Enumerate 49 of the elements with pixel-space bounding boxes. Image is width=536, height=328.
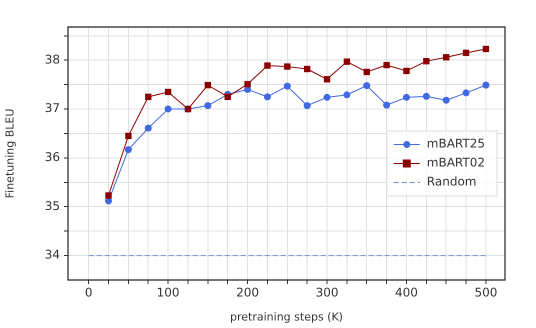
point: [144, 124, 152, 132]
point: [164, 106, 172, 113]
y-tick-label: 36: [44, 150, 60, 164]
point: [224, 94, 231, 100]
point: [324, 76, 330, 82]
point: [344, 58, 350, 65]
legend-label: mBART02: [426, 156, 486, 170]
point: [284, 63, 290, 70]
y-tick-label: 34: [44, 248, 60, 262]
point: [402, 94, 410, 101]
point: [204, 82, 212, 88]
legend-label: Random: [426, 174, 476, 189]
point: [343, 91, 350, 98]
x-tick-label: 200: [236, 285, 260, 300]
point: [125, 132, 132, 140]
x-tick-label: 400: [395, 285, 418, 300]
point: [264, 62, 271, 69]
point: [264, 93, 271, 100]
y-tick-label: 35: [44, 198, 60, 213]
legend-label: mBART25: [426, 136, 486, 151]
x-tick-label: 300: [316, 285, 338, 300]
point: [423, 58, 430, 64]
y-axis-title: Finetuning BLEU: [3, 108, 16, 198]
point: [422, 92, 430, 100]
x-tick-label: 0: [84, 285, 92, 300]
point: [145, 94, 152, 100]
point: [462, 89, 470, 96]
point: [482, 82, 490, 89]
point: [304, 66, 310, 72]
point: [304, 102, 311, 110]
point: [363, 82, 370, 90]
y-tick-label: 37: [44, 101, 60, 116]
x-axis-title: pretraining steps (K): [230, 310, 343, 324]
point: [164, 88, 172, 96]
point: [383, 102, 390, 109]
point: [443, 54, 450, 60]
point: [364, 68, 370, 76]
point: [324, 94, 331, 101]
point: [383, 62, 390, 68]
x-tick-label: 100: [156, 285, 180, 300]
point: [442, 96, 450, 104]
point: [284, 82, 291, 90]
point: [244, 80, 251, 88]
x-tick-label: 500: [474, 285, 498, 300]
point: [204, 102, 212, 110]
point: [124, 146, 132, 154]
y-tick-label: 38: [44, 52, 60, 66]
point: [462, 50, 470, 56]
point: [482, 46, 490, 52]
